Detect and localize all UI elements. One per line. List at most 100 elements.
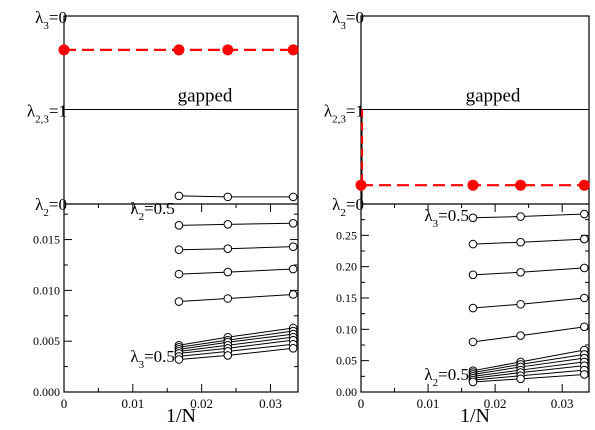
lambda-subscript: 3	[43, 20, 49, 32]
data-point	[223, 192, 233, 202]
lambda-subscript: 2	[340, 207, 346, 219]
data-point	[288, 242, 298, 251]
series-annotation: λ3=0.5	[130, 347, 175, 371]
x-axis-label: 1/N	[166, 405, 196, 427]
data-point	[223, 294, 233, 303]
y-tick-label: 0.15	[336, 291, 357, 305]
y-tick-label: 0.25	[336, 228, 357, 242]
data-point	[223, 220, 233, 229]
data-point	[468, 377, 478, 387]
y-tick-label: 0.005	[33, 334, 60, 348]
data-point	[223, 267, 233, 277]
y-tick-label: 0.20	[336, 260, 357, 274]
data-point	[468, 213, 478, 223]
lambda-symbol: λ	[424, 206, 433, 225]
critical-point	[355, 179, 367, 191]
region-label: gapped	[466, 86, 521, 107]
data-point	[288, 290, 298, 299]
data-point	[516, 374, 525, 384]
lambda-symbol: λ	[130, 199, 139, 218]
lambda-value: =0.5	[144, 347, 175, 366]
series-line	[178, 268, 294, 275]
series-line	[472, 326, 585, 343]
series-annotation: λ2=0.5	[424, 365, 469, 389]
data-point	[223, 351, 233, 360]
data-point	[288, 264, 298, 274]
critical-point	[578, 179, 590, 191]
data-point	[223, 244, 233, 254]
y-tick-label: 0.010	[33, 283, 60, 297]
series-line	[472, 361, 585, 377]
lambda-value: =0.5	[438, 206, 469, 225]
series-annotation: λ2=0.5	[130, 199, 175, 223]
lambda-symbol: λ	[35, 195, 44, 214]
critical-point	[515, 179, 527, 191]
lambda-subscript: 3	[340, 20, 346, 32]
series-line	[178, 246, 294, 251]
lambda-subscript: 3	[139, 359, 145, 371]
lambda-symbol: λ	[424, 365, 433, 384]
lambda-subscript: 2	[139, 211, 145, 223]
x-tick-label: 0.01	[121, 396, 144, 411]
mid-axis-label: λ2,3=1	[324, 102, 364, 126]
data-point	[468, 337, 478, 347]
x-tick-label: 0.03	[551, 396, 574, 411]
x-tick-label: 0.03	[259, 396, 282, 411]
lambda-subscript: 2	[433, 377, 439, 389]
data-point	[516, 331, 525, 340]
x-tick-label: 0	[358, 396, 365, 411]
lambda-subscript: 2,3	[35, 114, 49, 126]
series-line	[178, 195, 294, 198]
series-line	[472, 238, 585, 245]
lambda-value: =1	[49, 102, 67, 121]
top-axis-label: λ3=0	[35, 8, 67, 32]
y-tick-label: 0.10	[336, 322, 357, 336]
data-point	[468, 239, 478, 249]
data-point	[174, 191, 184, 201]
data-point	[174, 221, 184, 230]
y-tick-label: 0.05	[336, 354, 357, 368]
series-line	[178, 293, 294, 303]
series-line	[178, 222, 294, 226]
series-line	[472, 353, 585, 374]
lambda-symbol: λ	[35, 8, 44, 27]
top-axis-label: λ3=0	[332, 8, 364, 32]
y-tick-label: 0.000	[33, 385, 60, 399]
series-annotation: λ3=0.5	[424, 206, 469, 230]
data-point	[288, 219, 298, 228]
series-line	[472, 297, 585, 309]
x-tick-label: 0.02	[190, 396, 213, 411]
bottom-axis-label: λ2=0	[332, 195, 364, 219]
data-point	[468, 270, 478, 280]
data-point	[468, 303, 478, 313]
series-line	[472, 267, 585, 276]
critical-point	[222, 44, 234, 56]
critical-point	[287, 44, 299, 56]
data-point	[516, 237, 525, 247]
data-point	[174, 297, 184, 306]
data-point	[288, 192, 298, 202]
y-tick-label: 0.015	[33, 233, 60, 247]
lambda-value: =0	[49, 195, 67, 214]
lambda-symbol: λ	[130, 347, 139, 366]
lambda-value: =0.5	[438, 365, 469, 384]
lambda-value: =0	[346, 8, 364, 27]
lambda-subscript: 2,3	[332, 114, 346, 126]
data-point	[580, 263, 589, 273]
data-point	[580, 293, 589, 303]
y-tick-label: 0.00	[336, 385, 357, 399]
x-axis-label: 1/N	[460, 405, 490, 427]
series-line	[472, 213, 585, 219]
mid-axis-label: λ2,3=1	[27, 102, 67, 126]
critical-point	[58, 44, 70, 56]
lambda-value: =0	[49, 8, 67, 27]
data-point	[580, 209, 589, 219]
lambda-subscript: 3	[433, 218, 439, 230]
x-tick-label: 0.02	[484, 396, 507, 411]
data-point	[174, 245, 184, 255]
lambda-value: =1	[346, 102, 364, 121]
region-label: gapped	[178, 86, 233, 107]
data-point	[174, 269, 184, 279]
